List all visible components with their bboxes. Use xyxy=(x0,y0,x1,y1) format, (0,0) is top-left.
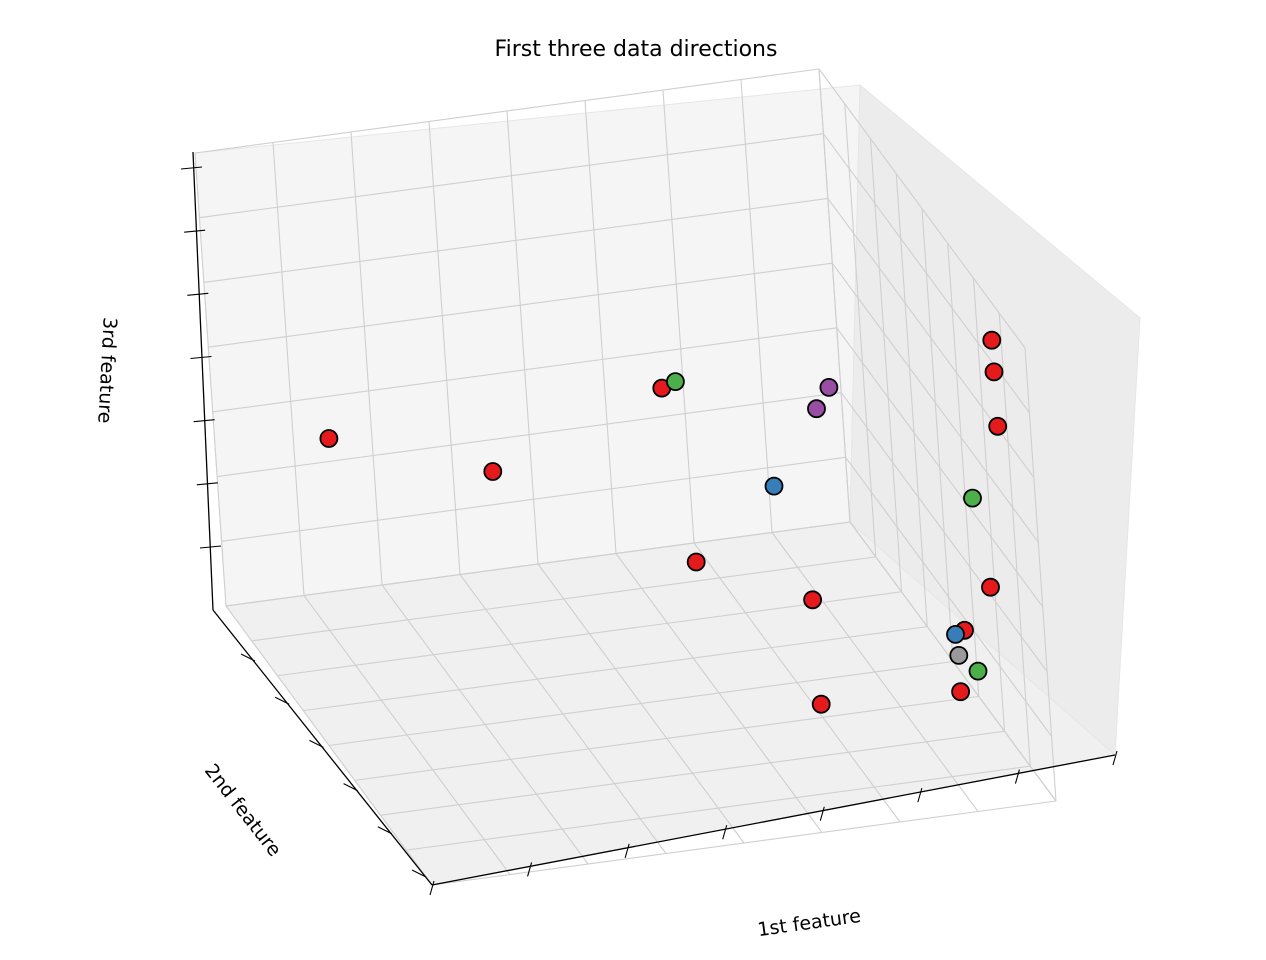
grid-line xyxy=(895,173,928,627)
data-point xyxy=(984,362,1004,382)
grid-line xyxy=(584,100,617,554)
z-axis-label: 3rd feature xyxy=(93,317,121,424)
data-point xyxy=(949,646,969,665)
x-axis-tick xyxy=(429,880,435,896)
data-point xyxy=(811,694,831,714)
data-point xyxy=(988,416,1008,436)
data-point xyxy=(982,330,1002,350)
data-point xyxy=(951,682,970,702)
y-axis-tick xyxy=(377,826,393,835)
grid-line xyxy=(194,152,227,607)
grid-line xyxy=(212,327,837,413)
y-axis-tick xyxy=(274,696,290,705)
y-axis-tick xyxy=(240,653,256,662)
grid-line xyxy=(998,313,1031,767)
grid-line xyxy=(840,392,1048,672)
grid-line xyxy=(818,68,851,523)
data-point xyxy=(319,429,339,448)
grid-lines xyxy=(194,68,1057,886)
grid-line xyxy=(217,392,842,478)
data-point xyxy=(946,625,965,644)
x-axis-tick xyxy=(1014,769,1020,784)
grid-line xyxy=(836,327,1044,608)
chart-title: First three data directions xyxy=(495,37,778,62)
data-point xyxy=(968,661,988,681)
grid-line xyxy=(869,138,903,592)
x-axis-tick xyxy=(527,862,533,877)
grid-line xyxy=(845,456,1053,737)
grid-line xyxy=(203,197,828,283)
grid-line xyxy=(831,262,1039,543)
grid-line xyxy=(947,243,980,697)
z-axis-tick xyxy=(196,482,218,486)
grid-line xyxy=(350,131,383,586)
data-points xyxy=(319,330,1008,714)
z-axis-tick xyxy=(193,419,215,423)
grid-line xyxy=(272,142,305,596)
grid-line xyxy=(221,456,846,542)
z-axis-tick xyxy=(187,292,209,296)
grid-line xyxy=(208,262,833,348)
data-point xyxy=(981,577,1000,597)
z-axis-tick xyxy=(190,355,212,360)
y-axis-label: 2nd feature xyxy=(200,760,286,861)
x-axis-tick xyxy=(722,825,728,840)
z-axis-line xyxy=(192,151,214,611)
grid-line xyxy=(199,133,824,219)
z-axis-tick xyxy=(184,229,206,233)
z-axis-tick xyxy=(199,545,222,549)
grid-line xyxy=(506,110,539,565)
grid-line xyxy=(1024,347,1057,802)
x-axis-tick xyxy=(819,806,825,821)
data-point xyxy=(963,488,982,508)
data-point xyxy=(819,377,839,397)
grid-line xyxy=(194,68,820,154)
axis-ticks xyxy=(180,166,1118,896)
x-axis-line xyxy=(431,754,1116,886)
grid-line xyxy=(740,79,773,533)
grid-line xyxy=(818,68,1026,349)
x-axis-tick xyxy=(917,787,923,803)
data-point xyxy=(483,462,503,481)
axis-panes xyxy=(194,83,1141,886)
grid-line xyxy=(354,695,979,781)
grid-line xyxy=(662,89,695,544)
back-pane xyxy=(194,84,861,607)
grid-line xyxy=(844,103,877,557)
z-axis-tick xyxy=(180,166,203,170)
grid-line xyxy=(277,591,902,677)
x-axis-tick xyxy=(624,843,630,859)
x-axis-tick xyxy=(1112,750,1118,766)
data-point xyxy=(764,476,784,496)
grid-line xyxy=(303,626,928,712)
grid-line xyxy=(428,121,461,575)
grid-line xyxy=(972,278,1006,732)
grid-line xyxy=(431,800,1057,886)
grid-line xyxy=(328,660,954,747)
grid-line xyxy=(380,730,1005,816)
grid-line xyxy=(251,556,876,642)
y-axis-tick xyxy=(343,783,358,792)
data-point xyxy=(803,590,822,610)
y-axis-tick xyxy=(411,869,427,878)
data-point xyxy=(807,399,826,419)
y-axis-tick xyxy=(309,739,324,748)
grid-line xyxy=(921,208,954,662)
data-point xyxy=(666,372,685,392)
data-point xyxy=(686,552,706,572)
x-axis-label: 1st feature xyxy=(756,905,862,941)
grid-line xyxy=(406,765,1031,851)
grid-line xyxy=(225,521,851,607)
